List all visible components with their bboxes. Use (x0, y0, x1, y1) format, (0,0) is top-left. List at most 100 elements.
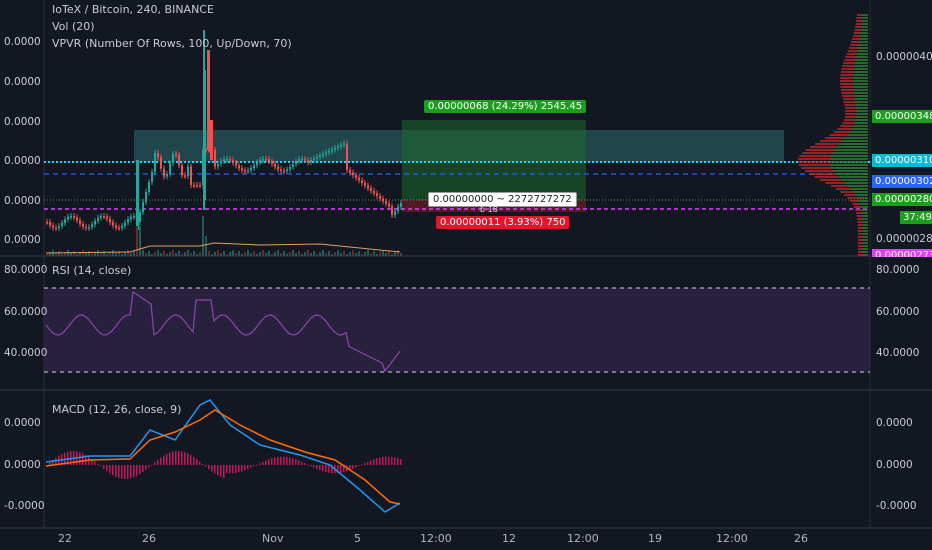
volume-bar (202, 216, 204, 256)
volume-bar (265, 253, 267, 256)
candle-body (331, 149, 333, 151)
volume-bar (70, 253, 72, 256)
vpvr-up-bar (862, 218, 868, 220)
vpvr-down-bar (833, 131, 850, 133)
vpvr-up-bar (852, 86, 868, 88)
time-tick: 12:00 (567, 532, 599, 545)
rsi-left-tick: 80.0000 (4, 264, 48, 276)
volume-bar (124, 252, 126, 256)
macd-histogram-bar (376, 458, 378, 465)
macd-histogram-bar (184, 452, 186, 465)
vpvr-up-bar (859, 203, 868, 205)
macd-histogram-bar (394, 457, 396, 465)
candle-body (100, 216, 102, 218)
magenta-price-badge: 0.00000273 (872, 249, 932, 257)
vpvr-down-bar (847, 50, 857, 52)
macd-histogram-bar (289, 457, 291, 465)
volume-bar (226, 254, 228, 256)
macd-histogram-bar (385, 456, 387, 465)
candle-body (301, 159, 303, 161)
volume-bar (352, 250, 354, 256)
volume-bar (64, 252, 66, 256)
macd-histogram-bar (250, 465, 252, 468)
time-tick: 26 (142, 532, 156, 545)
candle-body (376, 193, 378, 196)
volume-bar (376, 254, 378, 256)
macd-indicator-label[interactable]: MACD (12, 26, close, 9) (52, 403, 182, 416)
vpvr-up-bar (853, 71, 868, 73)
vpvr-down-bar (798, 164, 831, 166)
candle-body (106, 216, 108, 219)
vpvr-up-bar (861, 20, 868, 22)
macd-line[interactable] (45, 399, 401, 513)
macd-histogram-bar (364, 463, 366, 465)
candle-body (238, 165, 240, 169)
volume-bar (160, 253, 162, 256)
time-tick: 19 (648, 532, 662, 545)
position-center-label[interactable]: 0.00000000 ~ 2272727272 (428, 192, 577, 207)
macd-signal-line[interactable] (45, 409, 401, 505)
vpvr-down-bar (856, 14, 862, 16)
macd-histogram-bar (373, 459, 375, 465)
volume-bar (187, 250, 189, 256)
rsi-line[interactable] (45, 290, 401, 373)
vpvr-up-bar (835, 173, 868, 175)
volume-bar (199, 252, 201, 256)
candle-body (154, 153, 156, 172)
vpvr-indicator-label[interactable]: VPVR (Number Of Rows, 100, Up/Down, 70) (52, 37, 292, 50)
vpvr-up-bar (833, 170, 868, 172)
vpvr-up-bar (861, 215, 868, 217)
candle-body (313, 158, 315, 160)
candle-body (70, 216, 72, 218)
vpvr-down-bar (840, 86, 853, 88)
candle-body (367, 185, 369, 189)
time-tick: 22 (58, 532, 72, 545)
volume-bar (322, 250, 324, 256)
symbol-title[interactable]: IoTeX / Bitcoin, 240, BINANCE (52, 3, 214, 16)
vpvr-up-bar (862, 227, 868, 229)
time-tick: 5 (354, 532, 361, 545)
volume-bar (184, 252, 186, 256)
stop-label[interactable]: 0.00000011 (3.93%) 750 (436, 216, 570, 229)
macd-histogram-bar (160, 457, 162, 465)
candle-body (229, 159, 231, 161)
vpvr-up-bar (841, 179, 868, 181)
vpvr-up-bar (854, 101, 868, 103)
volume-bar (382, 250, 384, 256)
volume-bar (127, 250, 129, 256)
candle-body (166, 173, 168, 177)
candle-body (97, 217, 99, 221)
volume-bar (310, 253, 312, 256)
vpvr-up-bar (831, 152, 868, 154)
macd-histogram-bar (145, 465, 147, 470)
volume-bar (172, 250, 174, 256)
entry-price-badge: 0.00000280 (872, 193, 932, 206)
volume-bar (94, 252, 96, 256)
volume-bar (340, 253, 342, 256)
candle-body (259, 160, 261, 163)
candle-body (64, 219, 66, 223)
rsi-indicator-label[interactable]: RSI (14, close) (52, 264, 132, 277)
vpvr-up-bar (861, 17, 868, 19)
left-tick: 0.0000 (4, 76, 41, 88)
macd-histogram-bar (244, 465, 246, 471)
candle-body (364, 183, 366, 186)
vpvr-histogram (797, 14, 868, 256)
macd-histogram-bar (268, 459, 270, 465)
blue-price-badge: 0.00000302 (872, 175, 932, 188)
target-label[interactable]: 0.00000068 (24.29%) 2545.45 (424, 100, 587, 113)
vpvr-down-bar (856, 215, 862, 217)
macd-histogram-bar (304, 463, 306, 465)
volume-bar (166, 254, 168, 256)
vol-indicator-label[interactable]: Vol (20) (52, 20, 95, 33)
vpvr-down-bar (857, 227, 863, 229)
candle-body (340, 145, 342, 147)
vpvr-up-bar (850, 188, 868, 190)
profit-zone[interactable] (402, 120, 586, 200)
macd-histogram-bar (151, 464, 153, 466)
volume-bar (148, 251, 150, 256)
candlestick-series[interactable] (46, 30, 402, 231)
macd-histogram-bar (328, 465, 330, 473)
candle-body (130, 216, 132, 220)
